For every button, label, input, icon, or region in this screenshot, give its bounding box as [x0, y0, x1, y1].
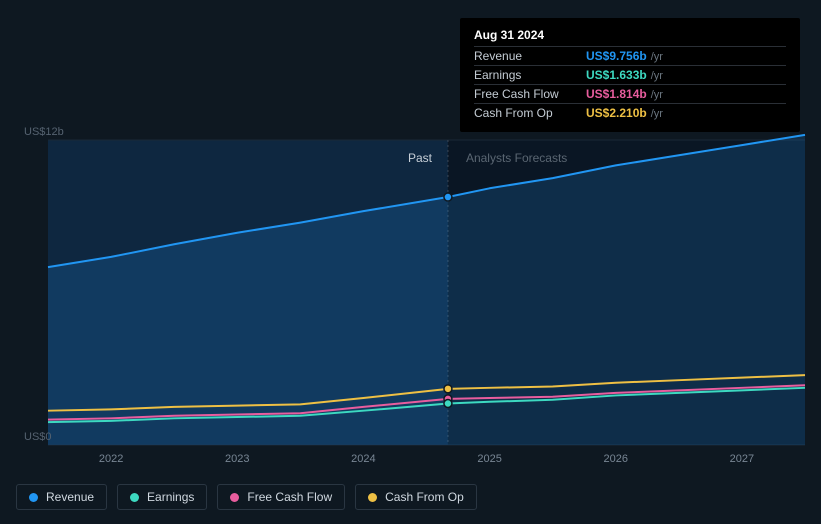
legend-dot-icon: [130, 493, 139, 502]
tooltip-suffix: /yr: [651, 108, 663, 120]
tooltip-row: Free Cash FlowUS$1.814b/yr: [474, 84, 786, 103]
x-axis-label: 2024: [351, 453, 375, 465]
legend-label: Earnings: [147, 490, 194, 504]
tooltip-metric-value: US$1.814b: [586, 87, 647, 101]
y-axis-label: US$0: [24, 431, 52, 443]
tooltip-metric-value: US$1.633b: [586, 68, 647, 82]
legend-toggle-cash-from-op[interactable]: Cash From Op: [355, 484, 477, 510]
tooltip-metric-label: Free Cash Flow: [474, 87, 586, 101]
tooltip-metric-label: Revenue: [474, 49, 586, 63]
x-axis-label: 2023: [225, 453, 249, 465]
chart-legend: Revenue Earnings Free Cash Flow Cash From O…: [16, 484, 477, 510]
chart-tooltip: Aug 31 2024 RevenueUS$9.756b/yrEarningsU…: [460, 18, 800, 132]
legend-label: Revenue: [46, 490, 94, 504]
tooltip-metric-label: Cash From Op: [474, 106, 586, 120]
x-axis-label: 2026: [604, 453, 628, 465]
tooltip-row: RevenueUS$9.756b/yr: [474, 46, 786, 65]
tooltip-row: Cash From OpUS$2.210b/yr: [474, 103, 786, 122]
financial-forecast-chart: Past Analysts Forecasts Aug 31 2024 Reve…: [16, 0, 805, 445]
tooltip-suffix: /yr: [651, 51, 663, 63]
tooltip-suffix: /yr: [651, 70, 663, 82]
legend-toggle-revenue[interactable]: Revenue: [16, 484, 107, 510]
past-label: Past: [408, 151, 432, 165]
y-axis-label: US$12b: [24, 126, 64, 138]
tooltip-row: EarningsUS$1.633b/yr: [474, 65, 786, 84]
x-axis-label: 2027: [730, 453, 754, 465]
legend-toggle-free-cash-flow[interactable]: Free Cash Flow: [217, 484, 345, 510]
tooltip-metric-label: Earnings: [474, 68, 586, 82]
legend-dot-icon: [230, 493, 239, 502]
legend-dot-icon: [29, 493, 38, 502]
legend-label: Cash From Op: [385, 490, 464, 504]
forecast-label: Analysts Forecasts: [466, 151, 567, 165]
x-axis-label: 2022: [99, 453, 123, 465]
x-axis-label: 2025: [477, 453, 501, 465]
tooltip-suffix: /yr: [651, 89, 663, 101]
legend-toggle-earnings[interactable]: Earnings: [117, 484, 207, 510]
tooltip-metric-value: US$9.756b: [586, 49, 647, 63]
tooltip-date: Aug 31 2024: [474, 28, 786, 42]
legend-label: Free Cash Flow: [247, 490, 332, 504]
tooltip-metric-value: US$2.210b: [586, 106, 647, 120]
legend-dot-icon: [368, 493, 377, 502]
